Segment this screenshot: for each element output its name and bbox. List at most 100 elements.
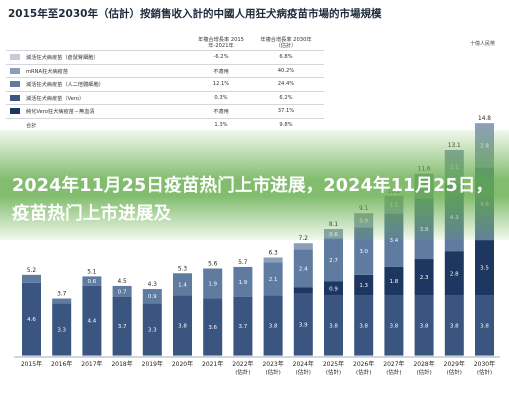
legend-label: 純化Vero狂犬病疫苗－無血清: [26, 109, 95, 115]
segment-value-label: 3.3: [148, 327, 157, 333]
segment-value-label: 4.4: [88, 319, 97, 325]
bar-segment: [324, 281, 343, 296]
bar-segment: [233, 296, 253, 356]
segment-value-label: 3.7: [239, 324, 248, 330]
legend-label: 滅活狂犬病疫苗（人二倍體細胞）: [26, 82, 104, 88]
legend-cagr-b: 40.2%: [277, 67, 295, 74]
legend-label: 合計: [26, 122, 37, 129]
bar-total-label: 5.1: [87, 269, 97, 275]
bar-segment: [475, 355, 494, 357]
bar-segment: [263, 355, 283, 357]
bar-segment: [293, 355, 313, 357]
bar-total-label: 3.7: [57, 292, 67, 298]
bar-segment: [354, 355, 374, 357]
bar-segment: [293, 287, 313, 294]
segment-value-label: 3.9: [299, 323, 308, 329]
legend-cagr-a: 不適用: [213, 68, 229, 75]
legend-row: 滅活狂犬病疫苗（Vero） 0.3% 6.2%: [6, 92, 324, 105]
segment-value-label: 3.4: [390, 238, 399, 244]
bar-segment: [203, 298, 223, 356]
bar-segment: [475, 240, 494, 296]
bar-segment: [475, 295, 494, 356]
bar-segment: [173, 295, 192, 356]
x-tick-label: 2018年: [111, 360, 132, 368]
segment-value-label: 3.7: [118, 324, 127, 330]
bar-segment: [142, 303, 162, 356]
segment-value-label: 4.6: [27, 317, 36, 323]
bar-segment: [444, 251, 464, 296]
segment-value-label: 3.8: [390, 323, 399, 329]
legend-label: 滅活狂犬病疫苗（Vero）: [26, 95, 85, 102]
x-tick-label: 2017年: [81, 360, 102, 368]
x-tick-label: 2028年: [413, 360, 434, 368]
bar-segment: [444, 355, 464, 357]
bar-segment: [384, 295, 404, 356]
bar-segment: [233, 266, 253, 297]
legend-swatch: [10, 94, 20, 101]
legend-row: 滅活狂犬病疫苗（倉鼠腎細胞） -6.2% 6.8%: [6, 51, 324, 65]
bar-segment: [324, 295, 343, 356]
legend-row: 滅活狂犬病疫苗（人二倍體細胞） 12.1% 24.4%: [6, 78, 324, 92]
bar-segment: [82, 276, 102, 286]
segment-value-label: 3.0: [359, 249, 368, 255]
legend-cagr-a: 0.3%: [214, 94, 228, 101]
bar-segment: [112, 285, 132, 297]
legend-cagr-a: 不適用: [213, 109, 229, 115]
bar-segment: [82, 285, 102, 356]
bar-total-label: 4.3: [148, 282, 158, 288]
x-tick-label: 2022年: [232, 360, 253, 368]
legend-cagr-b: 6.2%: [279, 94, 293, 101]
bar-segment: [324, 238, 343, 282]
x-tick-label: 2016年: [51, 360, 72, 368]
legend-cagr-b: 6.8%: [279, 54, 293, 60]
bar-segment: [52, 355, 72, 357]
bar-segment: [112, 296, 132, 356]
legend-label: mRNA狂犬病疫苗: [26, 68, 69, 75]
segment-value-label: 3.8: [359, 323, 368, 329]
x-tick-sublabel: (估計): [416, 368, 431, 376]
bar-segment: [203, 268, 223, 299]
x-tick-label: 2030年: [474, 360, 495, 368]
segment-value-label: 3.6: [208, 325, 217, 331]
segment-value-label: 2.8: [450, 271, 459, 277]
bar-segment: [142, 355, 162, 357]
legend-header: 年複合增長率 2015年-2021年 年複合增長率 2030年（估計）: [6, 36, 324, 51]
chart-title: 2015年至2030年（估計）按銷售收入計的中國人用狂犬病疫苗市場的市場規模: [8, 8, 382, 20]
bar-segment: [293, 243, 313, 250]
bar-total-label: 5.2: [27, 268, 37, 274]
headline-overlay-text: 2024年11月25日疫苗热门上市进展，2024年11月25日，疫苗热门上市进展…: [12, 176, 494, 224]
segment-value-label: 1.8: [390, 279, 399, 285]
bar-total-label: 5.3: [178, 266, 188, 272]
x-tick-sublabel: (估計): [265, 368, 280, 376]
segment-value-label: 2.1: [269, 277, 278, 283]
segment-value-label: 3.3: [57, 327, 66, 333]
segment-value-label: 0.9: [329, 286, 338, 292]
legend-label: 滅活狂犬病疫苗（倉鼠腎細胞）: [26, 55, 99, 61]
x-tick-label: 2021年: [202, 360, 223, 368]
segment-value-label: 1.9: [208, 282, 217, 288]
bar-segment: [173, 273, 192, 296]
segment-value-label: 1.3: [359, 283, 368, 289]
bar-segment: [263, 257, 283, 263]
bar-segment: [112, 355, 132, 357]
legend-table: 年複合增長率 2015年-2021年 年複合增長率 2030年（估計） 滅活狂犬…: [6, 36, 324, 131]
x-tick-label: 2019年: [142, 360, 163, 368]
segment-value-label: 3.8: [450, 323, 459, 329]
bar-total-label: 5.7: [238, 260, 248, 266]
segment-value-label: 1.9: [239, 280, 248, 286]
bar-segment: [414, 355, 434, 357]
bar-segment: [293, 293, 313, 356]
unit-label: 十億人民幣: [470, 41, 496, 47]
bar-total-label: 5.6: [208, 262, 218, 268]
bar-segment: [142, 289, 162, 304]
legend-cagr-a: -6.2%: [213, 54, 229, 60]
x-tick-sublabel: (估計): [235, 368, 250, 376]
segment-value-label: 0.9: [148, 294, 157, 300]
segment-value-label: 3.5: [480, 266, 489, 272]
legend-swatch: [10, 81, 20, 87]
x-tick-label: 2023年: [262, 360, 283, 368]
bar-segment: [52, 303, 72, 356]
x-tick-sublabel: (估計): [447, 368, 462, 376]
x-tick-label: 2025年: [323, 360, 344, 368]
legend-cagr-b: 9.8%: [279, 121, 293, 128]
